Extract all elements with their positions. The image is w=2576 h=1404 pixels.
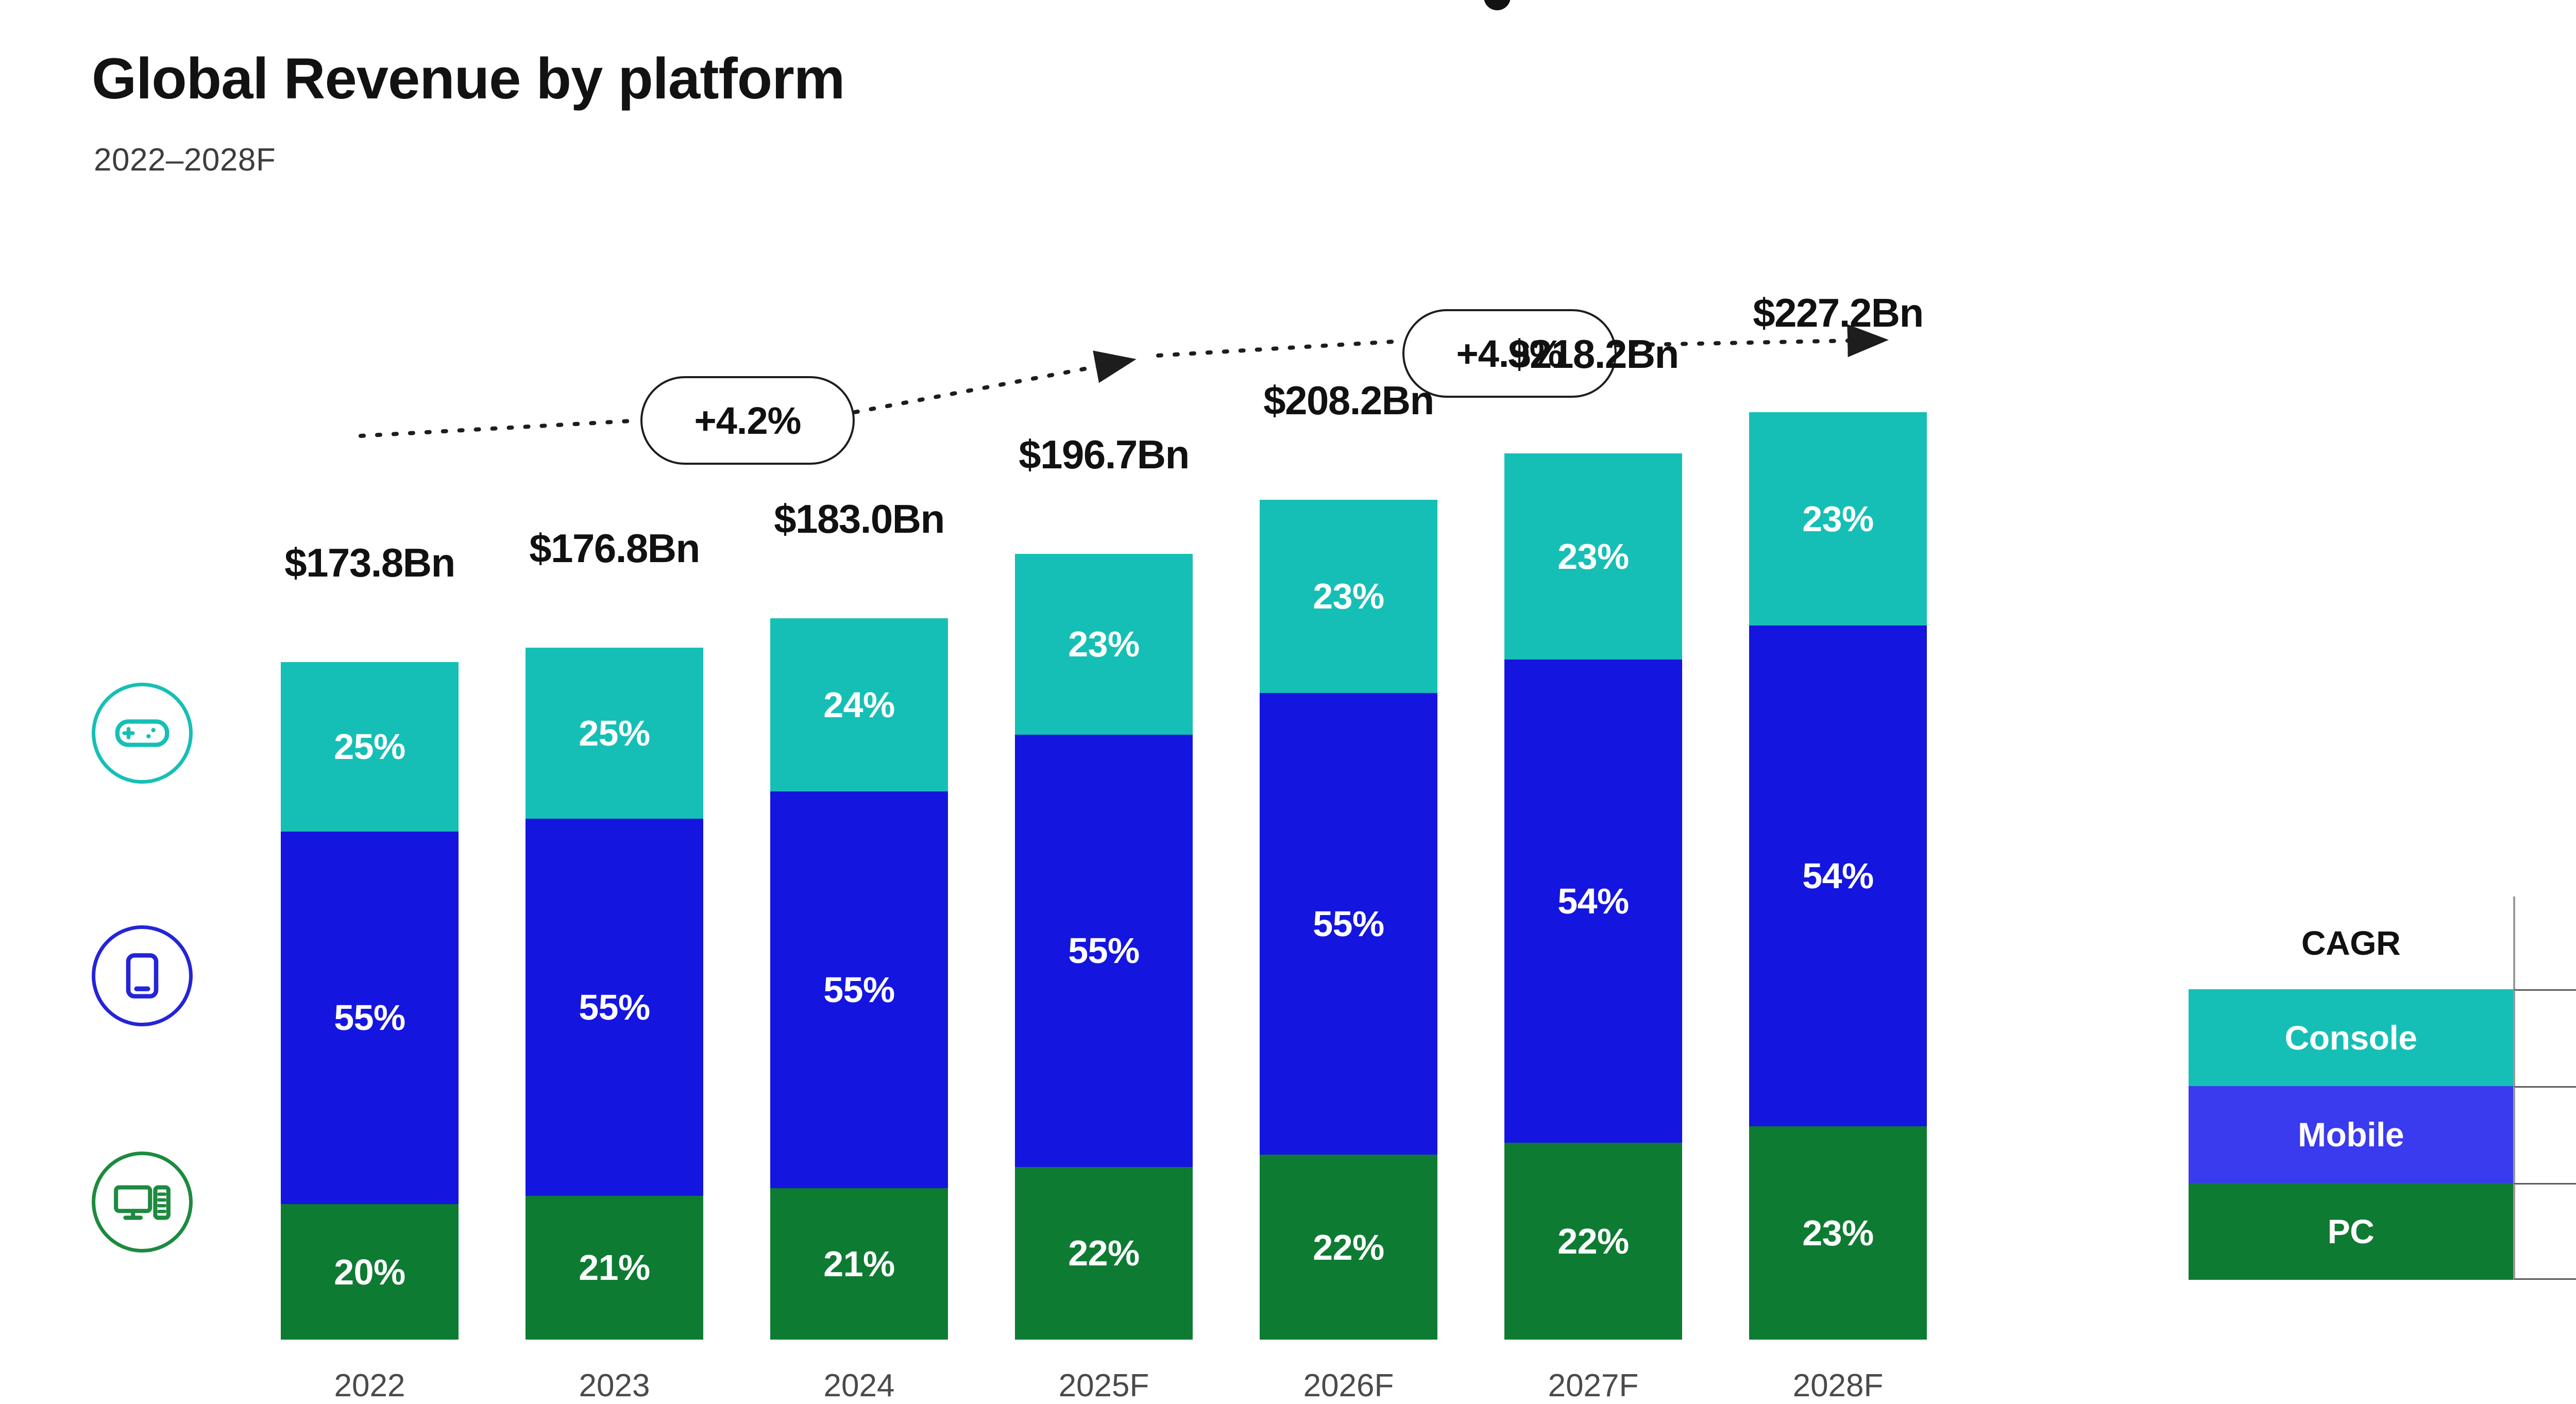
bar-segment-mobile[interactable]: 55% [281, 831, 459, 1204]
bar-total-label: $173.8Bn [284, 540, 455, 585]
bar-total-label: $218.2Bn [1508, 331, 1679, 377]
x-axis-tick: 2027F [1548, 1368, 1639, 1403]
bar-segment-mobile[interactable]: 54% [1749, 625, 1927, 1126]
cell-pc-22-25: 6.7% [2515, 1185, 2576, 1278]
row-label-console: Console [2189, 989, 2513, 1086]
x-axis-tick: 2025F [1058, 1368, 1149, 1403]
bar-segment-console[interactable]: 25% [526, 648, 703, 819]
bar-segment-mobile[interactable]: 55% [1260, 692, 1437, 1155]
bar-segment-console[interactable]: 23% [1015, 554, 1193, 735]
cagr-table: CAGR ‘22 – ‘25 ‘25 – ‘28 Console 1.6% 4.… [2189, 896, 2576, 1280]
bar-total-label: $183.0Bn [774, 496, 945, 542]
bar-group: $227.2Bn 23% 54% 23% 2028F [1749, 290, 1927, 1404]
page-title: Global Revenue by platform [92, 46, 845, 111]
bar-segment-mobile[interactable]: 55% [526, 819, 703, 1196]
x-axis-tick: 2023 [579, 1368, 650, 1403]
bar-segment-console[interactable]: 25% [281, 662, 459, 832]
cropped-glyph-artifact [1484, 0, 1511, 10]
column-header-22-25: ‘22 – ‘25 [2515, 896, 2576, 989]
bar-stack[interactable]: 23% 55% 22% [1015, 554, 1193, 1340]
cell-console-22-25: 1.6% [2515, 991, 2576, 1086]
bar-segment-console[interactable]: 23% [1504, 453, 1682, 659]
cagr-callout-1: +4.2% [640, 376, 855, 465]
bar-stack[interactable]: 23% 54% 23% [1749, 412, 1927, 1340]
row-cells: 4.4% 4.5% [2513, 1086, 2576, 1183]
table-row: Mobile 4.4% 4.5% [2189, 1086, 2576, 1183]
row-label-mobile: Mobile [2189, 1086, 2513, 1183]
bar-segment-console[interactable]: 24% [770, 618, 948, 791]
bar-segment-pc[interactable]: 22% [1015, 1166, 1193, 1340]
desktop-tower-icon [114, 1185, 171, 1220]
bar-group: $183.0Bn 24% 55% 21% 2024 [770, 496, 948, 1404]
bar-stack[interactable]: 23% 55% 22% [1260, 500, 1437, 1340]
bar-stack[interactable]: 23% 54% 22% [1504, 453, 1682, 1340]
bar-segment-pc[interactable]: 23% [1749, 1126, 1927, 1340]
table-row: Console 1.6% 4.4% [2189, 989, 2576, 1086]
bar-segment-console[interactable]: 23% [1260, 500, 1437, 693]
x-axis-tick: 2026F [1303, 1368, 1394, 1403]
gamepad-icon [115, 719, 170, 747]
bar-segment-pc[interactable]: 21% [770, 1188, 948, 1340]
platform-icon-mobile [92, 925, 193, 1026]
bar-group: $176.8Bn 25% 55% 21% 2023 [526, 526, 703, 1404]
bar-total-label: $176.8Bn [529, 526, 700, 571]
smartphone-icon [126, 953, 159, 999]
bar-group: $208.2Bn 23% 55% 22% 2026F [1260, 378, 1437, 1404]
cagr-corner-label: CAGR [2301, 924, 2401, 962]
page-subtitle: 2022–2028F [94, 142, 276, 178]
bar-segment-pc[interactable]: 20% [281, 1204, 459, 1340]
bar-stack[interactable]: 25% 55% 21% [526, 648, 703, 1340]
table-header-cells: ‘22 – ‘25 ‘25 – ‘28 [2513, 896, 2576, 989]
bar-segment-pc[interactable]: 21% [526, 1195, 703, 1340]
bar-stack[interactable]: 25% 55% 20% [281, 662, 459, 1340]
row-label-pc: PC [2189, 1183, 2513, 1280]
bar-segment-mobile[interactable]: 55% [1015, 734, 1193, 1167]
bar-group: $218.2Bn 23% 54% 22% 2027F [1504, 331, 1682, 1404]
bar-segment-pc[interactable]: 22% [1504, 1142, 1682, 1340]
row-cells: 6.7% 6.6% [2513, 1183, 2576, 1280]
bar-group: $173.8Bn 25% 55% 20% 2022 [281, 540, 459, 1404]
bar-total-label: $196.7Bn [1019, 432, 1190, 477]
bar-segment-console[interactable]: 23% [1749, 412, 1927, 625]
bar-group: $196.7Bn 23% 55% 22% 2025F [1015, 432, 1193, 1404]
table-row: PC 6.7% 6.6% [2189, 1183, 2576, 1280]
bar-segment-mobile[interactable]: 54% [1504, 659, 1682, 1143]
cagr-callout-2: +4.9% [1402, 309, 1617, 398]
cell-mobile-22-25: 4.4% [2515, 1088, 2576, 1183]
bar-total-label: $227.2Bn [1753, 290, 1924, 335]
bar-segment-mobile[interactable]: 55% [770, 791, 948, 1188]
x-axis-tick: 2024 [823, 1368, 895, 1403]
platform-icon-console [92, 683, 193, 784]
table-header-row: CAGR ‘22 – ‘25 ‘25 – ‘28 [2189, 896, 2576, 989]
bar-segment-pc[interactable]: 22% [1260, 1155, 1437, 1340]
row-cells: 1.6% 4.4% [2513, 989, 2576, 1086]
bar-stack[interactable]: 24% 55% 21% [770, 618, 948, 1340]
platform-icon-pc [92, 1152, 193, 1253]
bar-total-label: $208.2Bn [1263, 378, 1434, 423]
x-axis-tick: 2022 [334, 1368, 405, 1403]
x-axis-tick: 2028F [1792, 1368, 1884, 1403]
